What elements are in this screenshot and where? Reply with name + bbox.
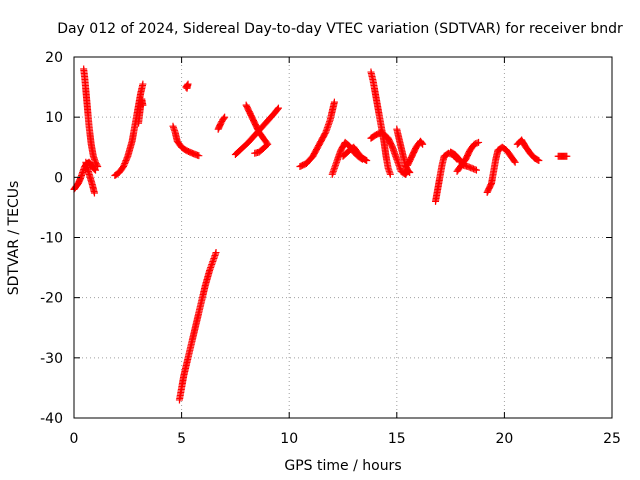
- data-point: [405, 168, 413, 176]
- data-point: [212, 249, 220, 257]
- data-point: [274, 105, 282, 113]
- data-point: [139, 80, 147, 88]
- data-point: [472, 166, 480, 174]
- x-tick-label: 10: [280, 431, 298, 447]
- data-point: [220, 114, 228, 122]
- grid-lines: [74, 57, 612, 418]
- y-tick-label: -40: [40, 411, 63, 427]
- data-point: [183, 84, 191, 92]
- x-tick-label: 20: [495, 431, 513, 447]
- y-tick-label: 10: [45, 110, 63, 126]
- data-point: [419, 140, 427, 148]
- x-tick-label: 25: [603, 431, 621, 447]
- data-point: [363, 156, 371, 164]
- y-tick-label: 0: [54, 170, 63, 186]
- data-point: [475, 138, 483, 146]
- data-point: [362, 156, 370, 164]
- data-point: [418, 139, 426, 147]
- y-tick-label: -10: [40, 231, 63, 247]
- data-point: [563, 152, 571, 160]
- data-point: [139, 101, 147, 109]
- y-tick-label: -20: [40, 291, 63, 307]
- x-tick-label: 0: [70, 431, 79, 447]
- x-tick-labels: 0 5 10 15 20 25: [70, 431, 621, 447]
- data-point: [473, 139, 481, 147]
- y-axis-label: SDTVAR / TECUs: [6, 181, 22, 296]
- y-tick-label: 20: [45, 50, 63, 66]
- data-point: [534, 156, 542, 164]
- data-point: [386, 170, 394, 178]
- data-point: [404, 167, 412, 175]
- y-tick-labels: -40 -30 -20 -10 0 10 20: [40, 50, 63, 427]
- chart-title: Day 012 of 2024, Sidereal Day-to-day VTE…: [57, 21, 623, 37]
- data-point: [274, 104, 282, 112]
- x-tick-label: 5: [177, 431, 186, 447]
- data-point: [195, 152, 203, 160]
- data-points: [70, 65, 571, 404]
- data-point: [510, 157, 518, 165]
- data-point: [123, 154, 131, 162]
- data-point: [92, 166, 100, 174]
- data-point: [406, 169, 414, 177]
- y-tick-label: -30: [40, 351, 63, 367]
- data-point: [511, 158, 519, 166]
- data-point: [93, 161, 101, 169]
- data-point: [90, 189, 98, 197]
- data-point: [94, 163, 102, 171]
- x-tick-label: 15: [388, 431, 406, 447]
- data-point: [251, 149, 259, 157]
- data-point: [221, 113, 229, 121]
- x-axis-label: GPS time / hours: [284, 458, 401, 474]
- data-point: [330, 98, 338, 106]
- data-point: [471, 166, 479, 174]
- data-point: [535, 156, 543, 164]
- axis-ticks: [73, 56, 613, 419]
